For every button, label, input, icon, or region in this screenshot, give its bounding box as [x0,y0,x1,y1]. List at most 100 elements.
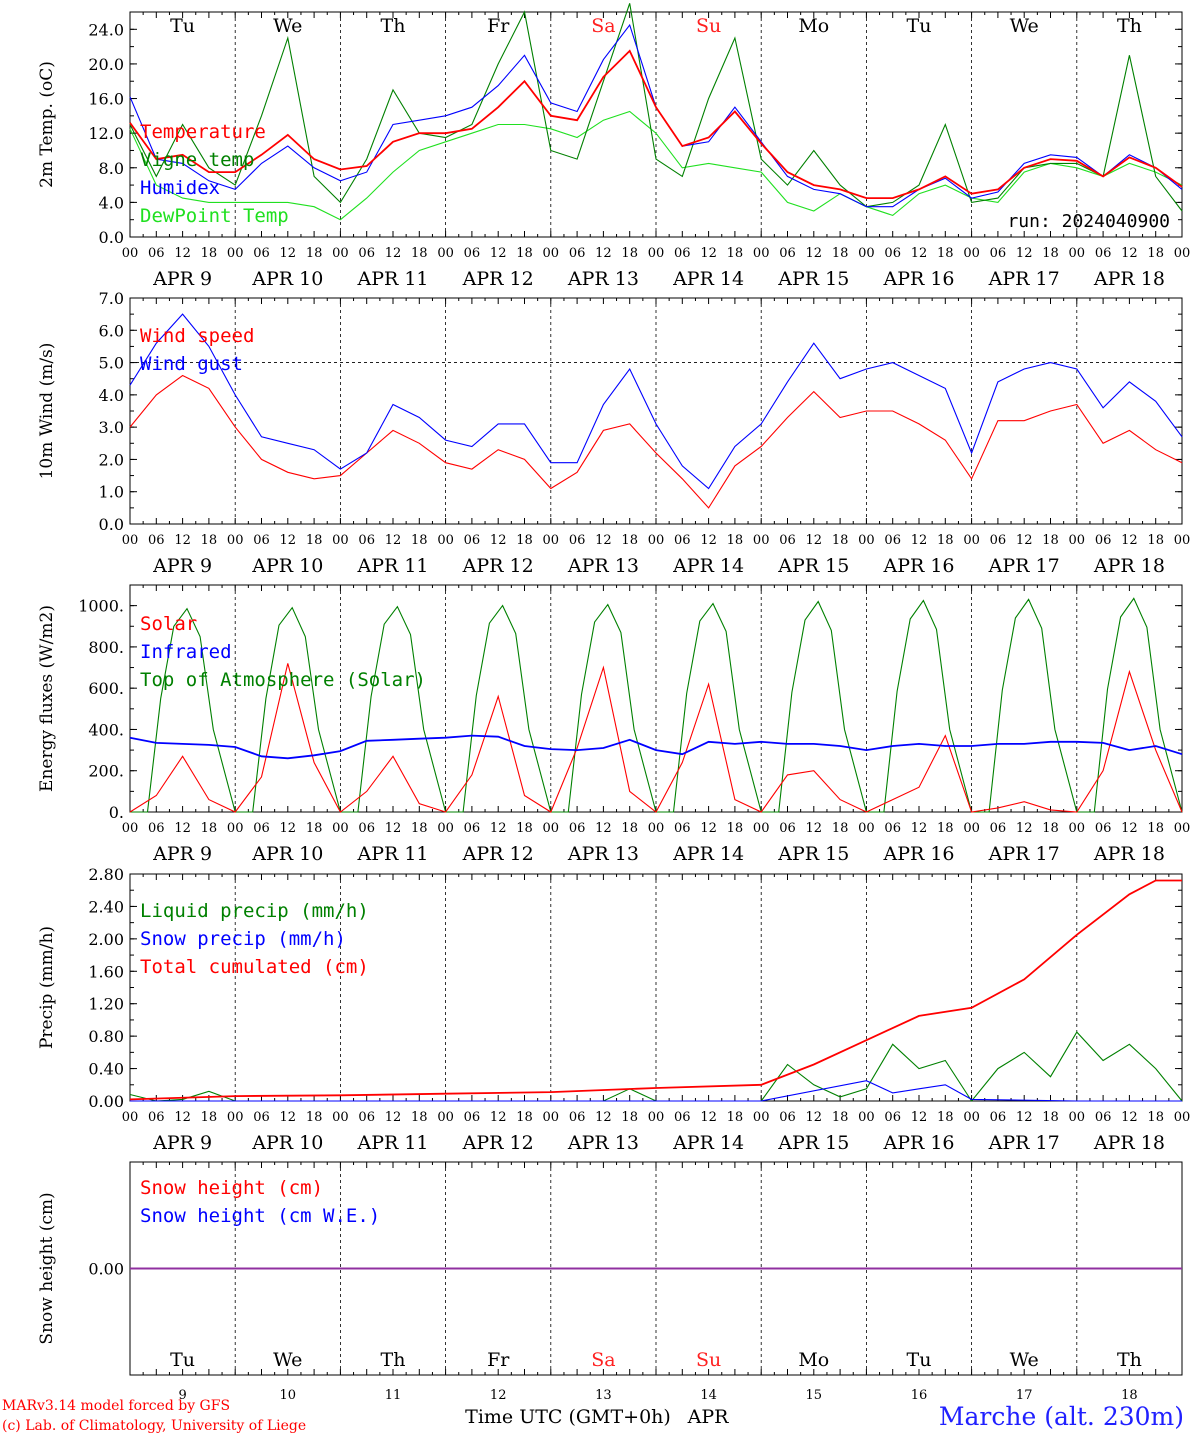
hour-label: 06 [569,1110,586,1125]
hour-label: 00 [227,533,244,548]
date-label: APR 10 [251,268,323,290]
weekday-label: Su [696,1349,721,1371]
weekday-label: Sa [591,1349,615,1371]
hour-label: 00 [1069,533,1086,548]
run-annotation: run: 2024040900 [1007,211,1170,232]
hour-label: 06 [358,821,375,836]
hour-label: 18 [516,246,533,261]
hour-label: 12 [174,1110,191,1125]
day-number: 16 [911,1388,928,1403]
hour-label: 00 [227,1110,244,1125]
hour-label: 00 [858,821,875,836]
hour-label: 18 [201,246,218,261]
day-number: 12 [490,1388,507,1403]
hour-label: 18 [727,533,744,548]
day-number: 18 [1121,1388,1138,1403]
date-label: APR 12 [462,1132,534,1154]
hour-label: 06 [148,246,165,261]
hour-label: 06 [569,821,586,836]
hour-label: 12 [385,1110,402,1125]
y-tick-label: 5.0 [99,354,124,373]
weekday-label: Fr [487,15,510,37]
hour-label: 12 [700,246,717,261]
hour-label: 12 [806,246,823,261]
legend-entry: Liquid precip (mm/h) [140,900,369,922]
x-axis-label: Time UTC (GMT+0h) [465,1406,671,1428]
legend-entry: Total cumulated (cm) [140,956,369,978]
hour-label: 00 [122,821,139,836]
weekday-label: Tu [907,1349,932,1371]
day-number: 13 [595,1388,612,1403]
legend-entry: Top of Atmosphere (Solar) [140,669,426,691]
hour-label: 12 [911,246,928,261]
hour-label: 00 [963,533,980,548]
hour-label: 00 [963,821,980,836]
day-number: 11 [385,1388,402,1403]
hour-label: 18 [411,821,428,836]
hour-label: 06 [1095,821,1112,836]
hour-label: 18 [1042,1110,1059,1125]
date-label: APR 17 [988,843,1060,865]
y-tick-label: 8.0 [99,159,124,178]
hour-label: 18 [621,246,638,261]
hour-label: 06 [779,1110,796,1125]
date-label: APR 12 [462,843,534,865]
hour-label: 12 [595,533,612,548]
hour-label: 18 [937,533,954,548]
date-label: APR 14 [672,555,744,577]
hour-label: 00 [753,246,770,261]
series-line-infrared [129,734,1183,760]
hour-label: 12 [280,821,297,836]
weekday-label: Fr [487,1349,510,1371]
hour-label: 00 [437,533,454,548]
hour-label: 12 [1121,533,1138,548]
date-label: APR 14 [672,843,744,865]
hour-label: 18 [306,246,323,261]
series-line-wind-speed [129,374,1183,509]
hour-label: 06 [674,246,691,261]
hour-label: 12 [280,533,297,548]
hour-label: 00 [648,1110,665,1125]
date-label: APR 14 [672,268,744,290]
y-tick-label: 16.0 [88,90,124,109]
hour-label: 12 [1016,246,1033,261]
hour-label: 18 [201,1110,218,1125]
hour-label: 00 [122,1110,139,1125]
date-label: APR 11 [356,1132,428,1154]
legend-entry: Temperature [140,121,266,143]
y-tick-label: 2.0 [99,450,124,469]
weekday-label: Tu [170,1349,195,1371]
y-tick-label: 3.0 [99,418,124,437]
hour-label: 06 [674,821,691,836]
y-tick-label: 24.0 [88,20,124,39]
date-label: APR 15 [777,268,849,290]
hour-label: 12 [385,246,402,261]
y-tick-label: 4.0 [99,386,124,405]
hour-label: 00 [543,1110,560,1125]
hour-label: 00 [437,246,454,261]
panel-frame [129,11,1183,238]
hour-label: 06 [990,821,1007,836]
y-tick-label: 0.40 [88,1060,124,1079]
weekday-label: Th [1117,15,1142,37]
hour-label: 12 [595,821,612,836]
weekday-label: Tu [907,15,932,37]
hour-label: 00 [1174,1110,1191,1125]
y-tick-label: 1000. [78,597,124,616]
hour-label: 00 [1174,821,1191,836]
y-tick-label: 2.00 [88,930,124,949]
y-tick-label: 12.0 [88,124,124,143]
hour-label: 12 [385,533,402,548]
date-label: APR 14 [672,1132,744,1154]
hour-label: 18 [937,1110,954,1125]
hour-label: 00 [1069,1110,1086,1125]
footer-credits: MARv3.14 model forced by GFS (c) Lab. of… [0,1396,306,1436]
hour-label: 00 [332,246,349,261]
hour-label: 06 [779,821,796,836]
weekday-label: Th [1117,1349,1142,1371]
hour-label: 00 [963,1110,980,1125]
station-title: Marche (alt. 230m) [938,1402,1184,1431]
date-label: APR 18 [1093,268,1165,290]
date-label: APR 17 [988,1132,1060,1154]
hour-label: 00 [227,821,244,836]
